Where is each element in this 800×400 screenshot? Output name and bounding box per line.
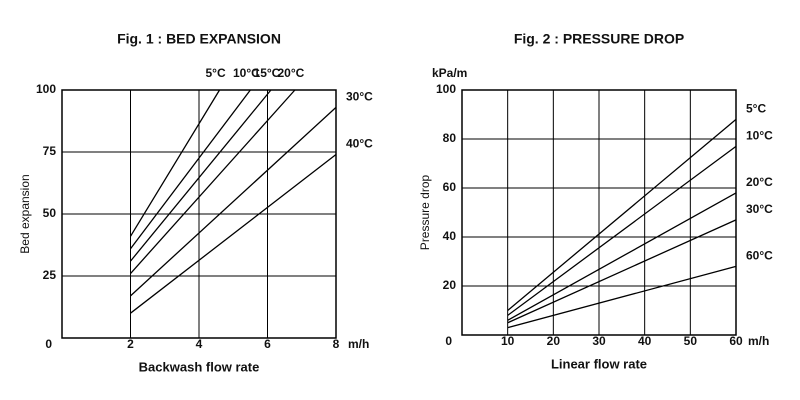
x-tick-label: 10 [501,334,515,348]
data-line [130,106,337,297]
data-line [507,192,737,321]
y-unit: kPa/m [432,66,467,80]
series-label: 10°C [746,129,773,143]
series-label: 20°C [746,175,773,189]
y-tick-label: 60 [443,180,457,194]
x-tick-label: 2 [127,337,134,351]
data-line [507,265,737,329]
y-tick-label: 20 [443,278,457,292]
y-tick-label: 25 [43,268,57,282]
x-tick-label: 60 [729,334,743,348]
x-tick-label: 8 [333,337,340,351]
series-label: 30°C [746,202,773,216]
x-axis-label: Backwash flow rate [139,359,260,374]
chart-title: Fig. 1 : BED EXPANSION [117,31,281,47]
series-label: 60°C [746,249,773,263]
y-tick-label: 80 [443,131,457,145]
y-tick-label: 100 [36,82,56,96]
x-tick-label: 20 [547,334,561,348]
y-tick-label: 50 [43,206,57,220]
x-tick-label: 0 [445,334,452,348]
x-unit: m/h [748,334,769,348]
x-tick-label: 30 [592,334,606,348]
series-label: 5°C [205,66,225,80]
series-label: 10°C [233,66,260,80]
data-line [130,89,296,274]
data-line [130,153,337,314]
series-label: 30°C [346,90,373,104]
y-tick-label: 75 [43,144,57,158]
x-tick-label: 0 [45,337,52,351]
x-tick-label: 6 [264,337,271,351]
chart-title: Fig. 2 : PRESSURE DROP [514,31,684,47]
y-tick-label: 40 [443,229,457,243]
data-line [507,118,737,311]
y-axis-label: Bed expansion [18,174,32,253]
data-line [129,89,272,262]
x-axis-label: Linear flow rate [551,356,647,371]
x-unit: m/h [348,337,369,351]
data-line [129,89,251,250]
y-axis-label: Pressure drop [418,174,432,250]
x-tick-label: 50 [684,334,698,348]
data-line [507,219,737,324]
x-tick-label: 4 [196,337,203,351]
series-label: 5°C [746,102,766,116]
x-tick-label: 40 [638,334,652,348]
series-label: 40°C [346,137,373,151]
series-label: 15°C [254,66,281,80]
y-tick-label: 100 [436,82,456,96]
data-line [507,145,737,316]
data-line [129,89,221,237]
series-label: 20°C [277,66,304,80]
